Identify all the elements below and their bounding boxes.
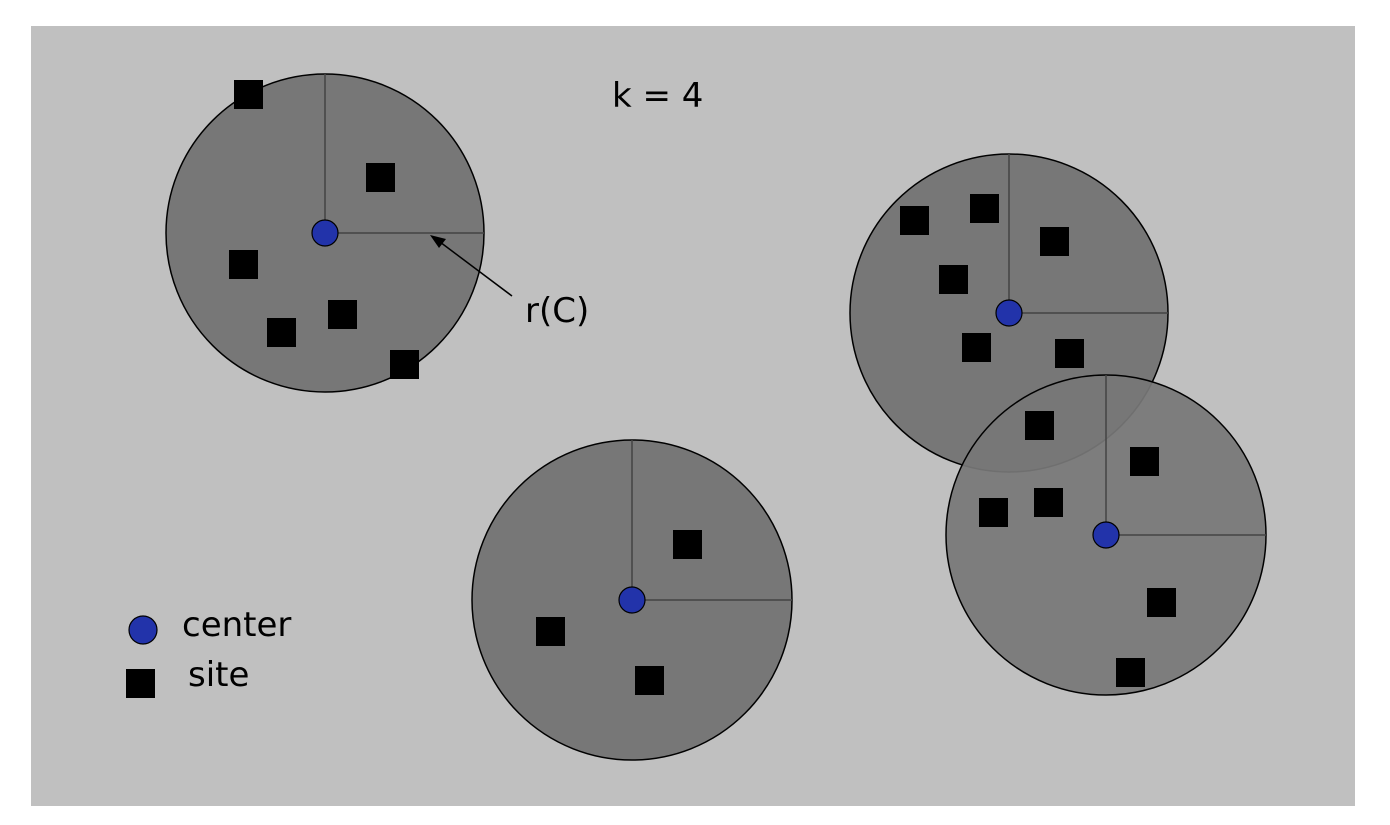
site — [229, 250, 258, 279]
legend-center-marker — [128, 615, 158, 645]
legend-center-label: center — [182, 605, 291, 645]
sites — [229, 80, 1176, 695]
site — [536, 617, 565, 646]
site — [1116, 658, 1145, 687]
radius-arrow — [430, 235, 513, 297]
site — [390, 350, 419, 379]
center — [618, 586, 646, 614]
site — [328, 300, 357, 329]
center — [1092, 521, 1120, 549]
center — [311, 219, 339, 247]
site — [970, 194, 999, 223]
site — [1130, 447, 1159, 476]
site — [939, 265, 968, 294]
centers — [311, 219, 1120, 614]
site — [1055, 339, 1084, 368]
site — [900, 206, 929, 235]
site — [1034, 488, 1063, 517]
legend: center site — [126, 605, 291, 698]
site — [635, 666, 664, 695]
site — [234, 80, 263, 109]
legend-site-label: site — [188, 655, 249, 695]
site — [1040, 227, 1069, 256]
radius-label: r(C) — [525, 291, 589, 331]
site — [1025, 411, 1054, 440]
legend-site-marker — [126, 669, 155, 698]
site — [267, 318, 296, 347]
center — [995, 299, 1023, 327]
site — [1147, 588, 1176, 617]
radius-arrowhead — [430, 235, 446, 248]
site — [366, 163, 395, 192]
radius-arrow-shaft — [439, 241, 513, 297]
site — [673, 530, 702, 559]
site — [962, 333, 991, 362]
site — [979, 498, 1008, 527]
k-label: k = 4 — [612, 76, 703, 116]
